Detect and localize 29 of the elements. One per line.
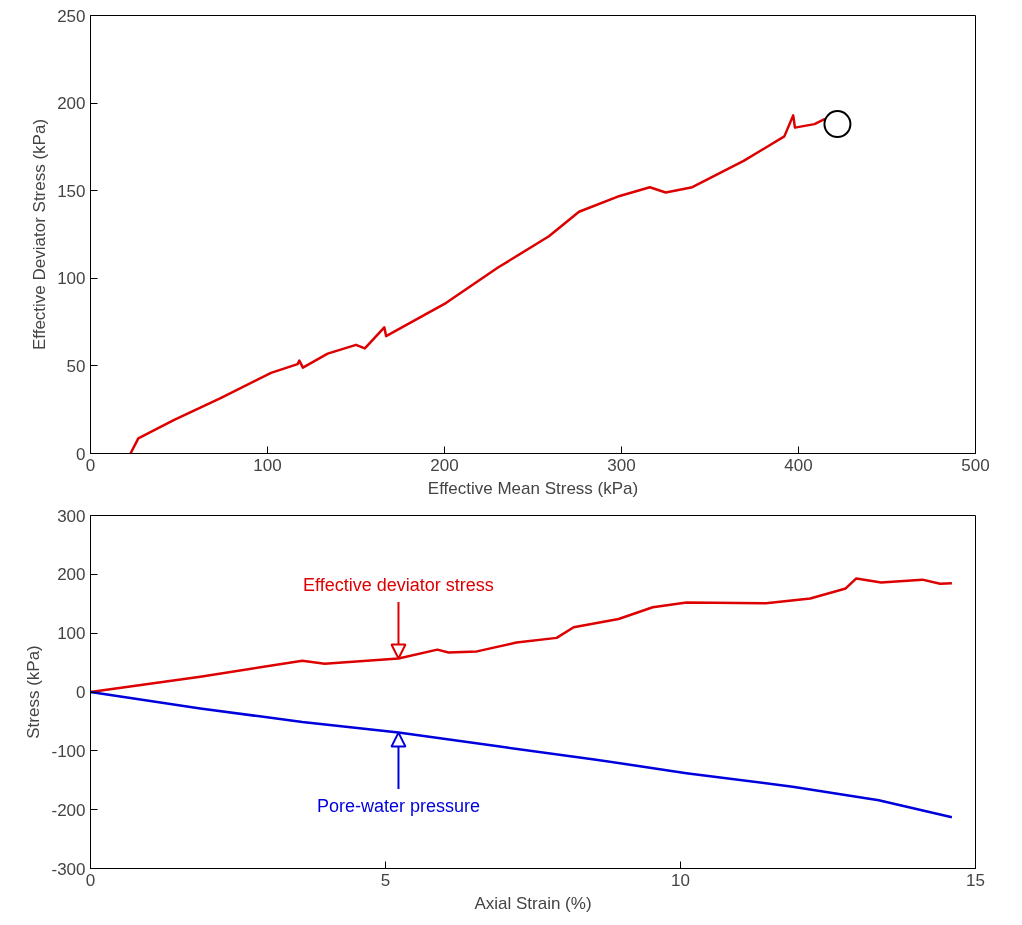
y-tick-label: -200 (51, 800, 86, 820)
line-series (129, 114, 827, 454)
x-axis-title: Effective Mean Stress (kPa) (427, 478, 639, 498)
x-tick-label: 100 (253, 455, 282, 475)
y-tick-label: 0 (76, 683, 86, 702)
x-tick-label: 15 (966, 870, 985, 890)
y-tick-label: -100 (51, 741, 86, 761)
y-tick-label: 100 (57, 624, 86, 644)
y-axis-title: Stress (kPa) (24, 645, 44, 739)
annotation: Pore-water pressure (316, 796, 481, 817)
y-tick-label: 100 (57, 269, 86, 289)
x-tick-label: 5 (380, 870, 391, 890)
line-series (90, 577, 954, 694)
y-tick-label: 250 (57, 6, 86, 26)
x-tick-label: 300 (607, 455, 636, 475)
y-tick-label: 150 (57, 181, 86, 201)
annotation: Effective deviator stress (303, 574, 494, 595)
x-tick-label: 400 (784, 455, 813, 475)
y-tick-label: -300 (51, 859, 86, 879)
y-tick-label: 200 (57, 565, 86, 585)
y-axis-title: Effective Deviator Stress (kPa) (30, 118, 50, 351)
y-tick-label: 50 (66, 356, 86, 376)
x-axis-title: Axial Strain (%) (474, 893, 592, 913)
x-tick-label: 200 (430, 455, 459, 475)
x-tick-label: 10 (671, 870, 690, 890)
y-tick-label: 300 (57, 506, 86, 526)
y-tick-label: 200 (57, 94, 86, 114)
line-series (90, 690, 954, 819)
x-tick-label: 500 (961, 455, 990, 475)
